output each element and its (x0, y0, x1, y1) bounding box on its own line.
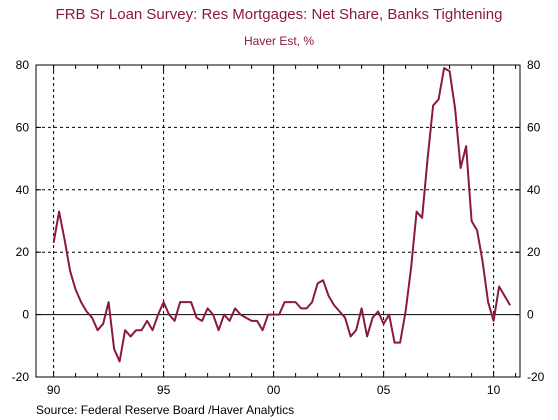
y-tick-label-left: 40 (16, 183, 30, 197)
x-tick-label: 05 (377, 383, 391, 397)
y-tick-label-left: 20 (16, 245, 30, 259)
y-tick-label-right: -20 (527, 370, 545, 384)
y-tick-label-right: 80 (527, 58, 541, 72)
source-note: Source: Federal Reserve Board /Haver Ana… (36, 403, 294, 417)
x-tick-label: 90 (47, 383, 61, 397)
y-tick-label-left: 80 (16, 58, 30, 72)
series-line (52, 67, 511, 363)
y-tick-label-right: 40 (527, 183, 541, 197)
x-tick-label: 95 (157, 383, 171, 397)
y-tick-label-right: 20 (527, 245, 541, 259)
x-tick-label: 10 (487, 383, 501, 397)
y-tick-label-right: 60 (527, 120, 541, 134)
series-layer (52, 67, 511, 363)
plot-frame (35, 64, 521, 378)
axis-ticks (36, 64, 520, 378)
y-tick-label-left: -20 (12, 370, 30, 384)
grid-lines (36, 65, 520, 377)
y-tick-label-right: 0 (527, 308, 534, 322)
y-tick-label-left: 60 (16, 120, 30, 134)
y-tick-label-left: 0 (22, 308, 29, 322)
chart-title: FRB Sr Loan Survey: Res Mortgages: Net S… (56, 6, 503, 23)
x-tick-label: 00 (267, 383, 281, 397)
chart-subtitle: Haver Est, % (244, 34, 314, 48)
